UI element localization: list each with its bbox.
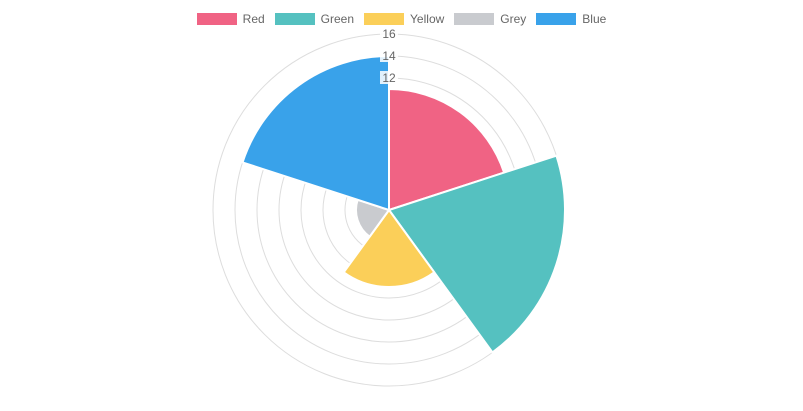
legend-item-green[interactable]: Green: [274, 12, 355, 26]
legend-swatch-blue: [536, 13, 577, 25]
slices: [241, 54, 566, 354]
slice-green[interactable]: [387, 154, 566, 354]
tick-bg-16: [380, 27, 398, 40]
legend-swatch-grey: [454, 13, 495, 25]
legend-item-yellow[interactable]: Yellow: [364, 12, 444, 26]
slice-yellow[interactable]: [342, 208, 436, 288]
slice-blue[interactable]: [241, 54, 390, 212]
legend-label-blue: Blue: [582, 12, 607, 26]
tick-label-16: 16: [382, 27, 396, 41]
legend-swatch-green: [274, 13, 315, 25]
slice-red[interactable]: [388, 87, 506, 212]
tick-bg-14: [380, 49, 398, 62]
tick-label-14: 14: [382, 49, 396, 63]
legend-swatch-yellow: [364, 13, 405, 25]
legend-item-red[interactable]: Red: [196, 12, 265, 26]
radial-ticks: 16 14 12: [380, 27, 398, 85]
legend-label-red: Red: [242, 12, 265, 26]
tick-bg-12: [380, 71, 398, 84]
tick-label-12: 12: [382, 71, 396, 85]
legend-item-grey[interactable]: Grey: [454, 12, 526, 26]
legend-label-green: Green: [320, 12, 355, 26]
legend-item-blue[interactable]: Blue: [536, 12, 606, 26]
legend-label-grey: Grey: [500, 12, 527, 26]
legend-label-yellow: Yellow: [410, 12, 445, 26]
legend-swatch-red: [196, 13, 237, 25]
chart-legend: Red Green Yellow Grey Blue: [0, 10, 803, 28]
